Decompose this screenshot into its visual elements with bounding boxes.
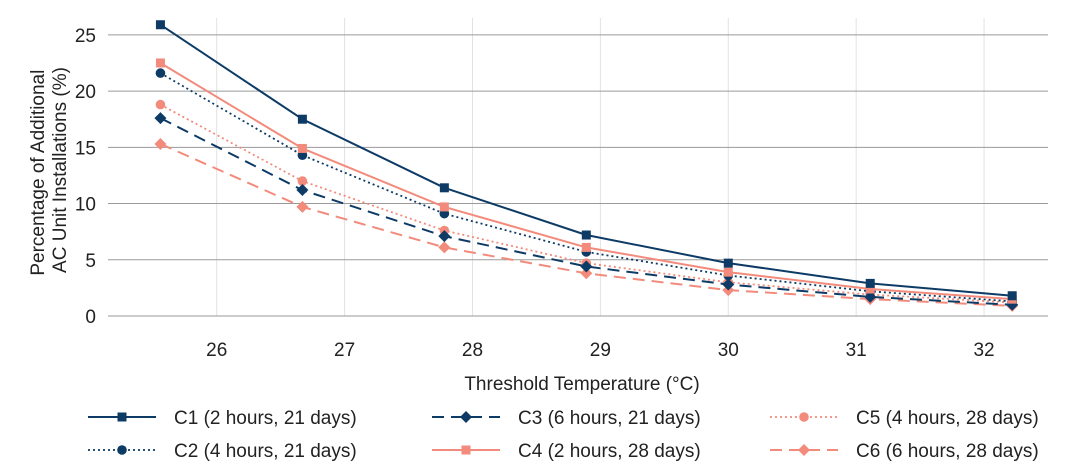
x-axis-ticks: 26 27 28 29 30 31 32 (206, 340, 994, 361)
x-axis-title: Threshold Temperature (°C) (464, 374, 699, 395)
legend-item: C1 (2 hours, 21 days) (88, 408, 357, 429)
data-point (296, 184, 309, 197)
series-3 (154, 112, 1019, 311)
x-tick-label: 26 (206, 340, 227, 361)
data-point (722, 278, 735, 291)
legend: C1 (2 hours, 21 days) C2 (4 hours, 21 day… (88, 408, 1039, 462)
legend-item: C4 (2 hours, 28 days) (432, 441, 701, 462)
data-point (155, 20, 165, 30)
legend-item: C3 (6 hours, 21 days) (432, 408, 701, 429)
x-tick-label: 27 (334, 340, 355, 361)
legend-marker (799, 412, 809, 422)
data-point (297, 176, 308, 186)
data-point (155, 58, 165, 68)
data-point (580, 260, 593, 273)
y-axis-title: Percentage of Additional AC Unit Install… (28, 64, 71, 275)
series-4 (155, 58, 1017, 304)
data-point (438, 241, 451, 254)
y-axis-title-line-2: AC Unit Installations (%) (50, 67, 71, 273)
y-tick-label: 25 (75, 26, 96, 47)
gridlines (108, 18, 1048, 317)
data-point (155, 99, 166, 110)
series-line (159, 142, 1013, 307)
legend-marker (117, 412, 127, 422)
y-tick-label: 15 (75, 138, 96, 159)
data-point (439, 183, 449, 193)
y-tick-label: 20 (75, 82, 96, 103)
data-point (723, 258, 733, 268)
y-tick-label: 5 (85, 251, 96, 272)
series-lines (154, 20, 1019, 312)
legend-item: C2 (4 hours, 21 days) (88, 441, 357, 462)
data-point (296, 200, 309, 213)
legend-marker (117, 445, 127, 455)
data-point (865, 284, 875, 294)
x-tick-label: 31 (846, 340, 867, 361)
legend-marker (798, 444, 810, 456)
data-point (439, 202, 449, 212)
data-point (581, 242, 591, 252)
x-tick-label: 30 (718, 340, 739, 361)
legend-label: C2 (4 hours, 21 days) (174, 441, 357, 462)
data-point (723, 267, 733, 277)
legend-label: C6 (6 hours, 28 days) (856, 441, 1039, 462)
data-point (865, 278, 875, 288)
data-point (581, 230, 591, 240)
y-tick-label: 0 (85, 307, 96, 328)
y-axis-ticks: 0 5 10 15 20 25 (75, 26, 96, 328)
legend-marker (460, 411, 472, 423)
data-point (297, 114, 307, 124)
legend-label: C4 (2 hours, 28 days) (518, 441, 701, 462)
legend-item: C6 (6 hours, 28 days) (770, 441, 1039, 462)
legend-item: C5 (4 hours, 28 days) (770, 408, 1039, 429)
data-point (1007, 291, 1017, 301)
data-point (438, 230, 451, 243)
legend-label: C3 (6 hours, 21 days) (518, 408, 701, 429)
data-point (154, 112, 167, 125)
legend-label: C5 (4 hours, 28 days) (856, 408, 1039, 429)
y-axis-title-line-1: Percentage of Additional (28, 70, 49, 276)
x-tick-label: 28 (462, 340, 483, 361)
x-tick-label: 29 (590, 340, 611, 361)
data-point (155, 68, 166, 78)
legend-marker (461, 445, 471, 455)
series-1 (155, 20, 1017, 301)
data-point (154, 137, 167, 150)
data-point (580, 267, 593, 280)
y-tick-label: 10 (75, 195, 96, 216)
legend-label: C1 (2 hours, 21 days) (174, 408, 357, 429)
x-tick-label: 32 (973, 340, 994, 361)
data-point (297, 143, 307, 153)
